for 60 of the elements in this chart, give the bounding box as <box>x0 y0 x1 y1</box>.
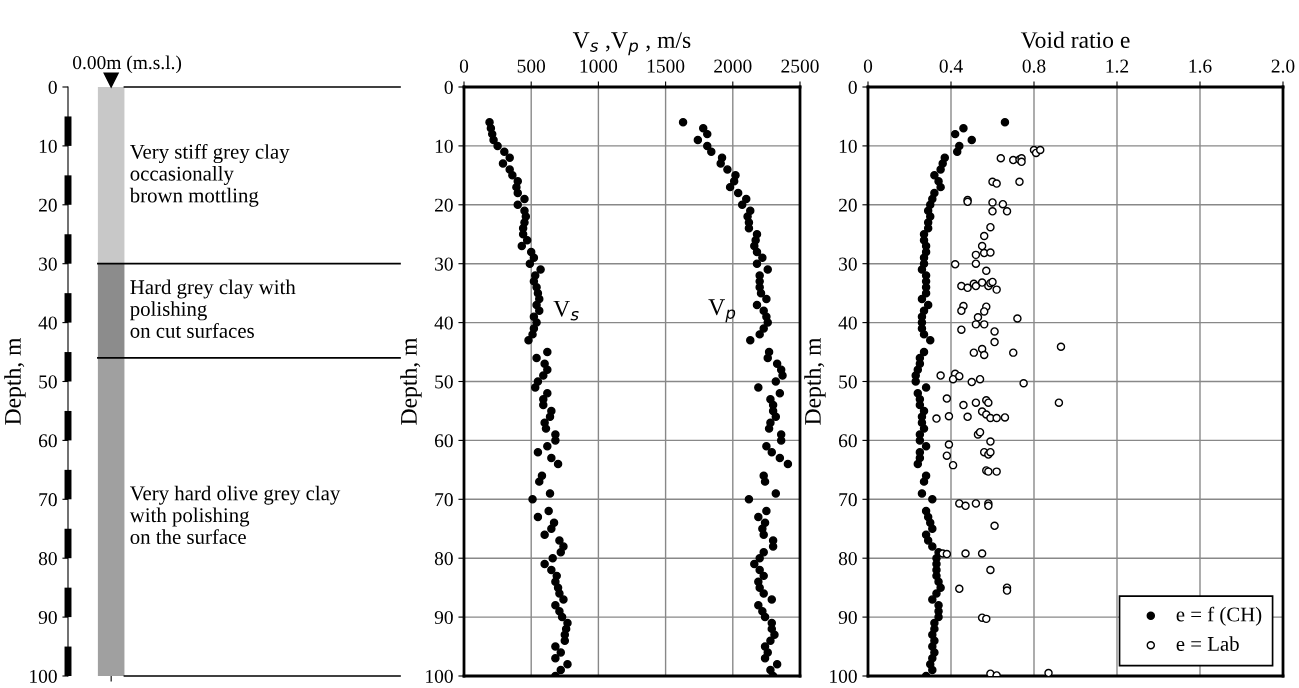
y-tick-label: 0 <box>848 80 857 94</box>
y-tick-label: 10 <box>39 139 57 153</box>
y-tick-label: 50 <box>39 375 57 389</box>
x-tick-label: 1.6 <box>1189 59 1212 73</box>
x-tick-label: 2.0 <box>1271 59 1295 73</box>
y-tick-label: 40 <box>434 316 453 330</box>
y-axis-title: Depth, m <box>400 337 422 425</box>
y-tick-label: 60 <box>838 434 857 448</box>
x-tick-label: 500 <box>517 59 546 73</box>
y-axis-title: Depth, m <box>804 337 826 425</box>
y-tick-label: 60 <box>38 434 57 448</box>
y-tick-label: 30 <box>39 257 57 271</box>
y-tick-label: 80 <box>38 552 57 566</box>
x-axis-title: Void ratio e <box>1020 31 1130 49</box>
y-tick-label: 20 <box>38 198 57 212</box>
series-label: V$_{p}$ <box>708 299 736 323</box>
series-label: Very stiff grey clay occasionally brown mottling <box>129 143 290 207</box>
y-tick-label: 90 <box>838 610 857 625</box>
y-tick-label: 70 <box>839 493 857 507</box>
y-tick-label: 40 <box>838 316 857 330</box>
y-tick-label: 100 <box>426 669 453 683</box>
x-tick-label: 0 <box>459 59 469 73</box>
x-tick-label: 2500 <box>781 59 819 73</box>
y-tick-label: 80 <box>838 552 857 566</box>
x-tick-label: 1000 <box>580 59 618 73</box>
x-tick-label: 0.4 <box>939 59 963 73</box>
y-tick-label: 90 <box>434 610 453 625</box>
y-tick-label: 0 <box>48 80 57 94</box>
y-tick-label: 10 <box>839 139 857 153</box>
text: 0.00m (m.s.l.) <box>73 55 182 74</box>
x-axis-title: V$_{s}$ ,V$_{p}$ , m/s <box>572 32 691 56</box>
series-label: V$_{s}$ <box>553 300 579 321</box>
series-label: Hard grey clay with polishing on cut surfaces <box>130 279 296 338</box>
y-tick-label: 100 <box>830 669 857 683</box>
y-tick-label: 90 <box>38 610 57 625</box>
y-tick-label: 50 <box>435 375 453 389</box>
bar <box>97 263 125 358</box>
y-tick-label: 40 <box>38 316 57 330</box>
x-tick-label: 1.2 <box>1106 59 1129 73</box>
x-tick-label: 2000 <box>714 59 752 73</box>
x-tick-label: 0 <box>863 59 873 73</box>
x-tick-label: 1500 <box>647 59 685 73</box>
x-tick-label: 0.8 <box>1022 59 1046 73</box>
legend-label: e = f (CH) <box>1176 606 1262 626</box>
y-tick-label: 30 <box>435 257 453 271</box>
y-tick-label: 20 <box>838 198 857 212</box>
y-axis-title: Depth, m <box>4 337 26 425</box>
y-tick-label: 50 <box>839 375 857 389</box>
bar <box>97 357 125 676</box>
y-tick-label: 20 <box>434 198 453 212</box>
y-tick-label: 80 <box>434 552 453 566</box>
y-tick-label: 30 <box>839 257 857 271</box>
y-tick-label: 100 <box>30 669 57 683</box>
series-label: Very hard olive grey clay with polishing on the surface <box>129 485 341 545</box>
y-tick-label: 10 <box>435 139 453 153</box>
y-tick-label: 0 <box>444 80 453 94</box>
y-tick-label: 60 <box>434 434 453 448</box>
y-tick-label: 70 <box>435 493 453 507</box>
legend-label: e = Lab <box>1176 636 1239 651</box>
y-tick-label: 70 <box>39 493 57 507</box>
